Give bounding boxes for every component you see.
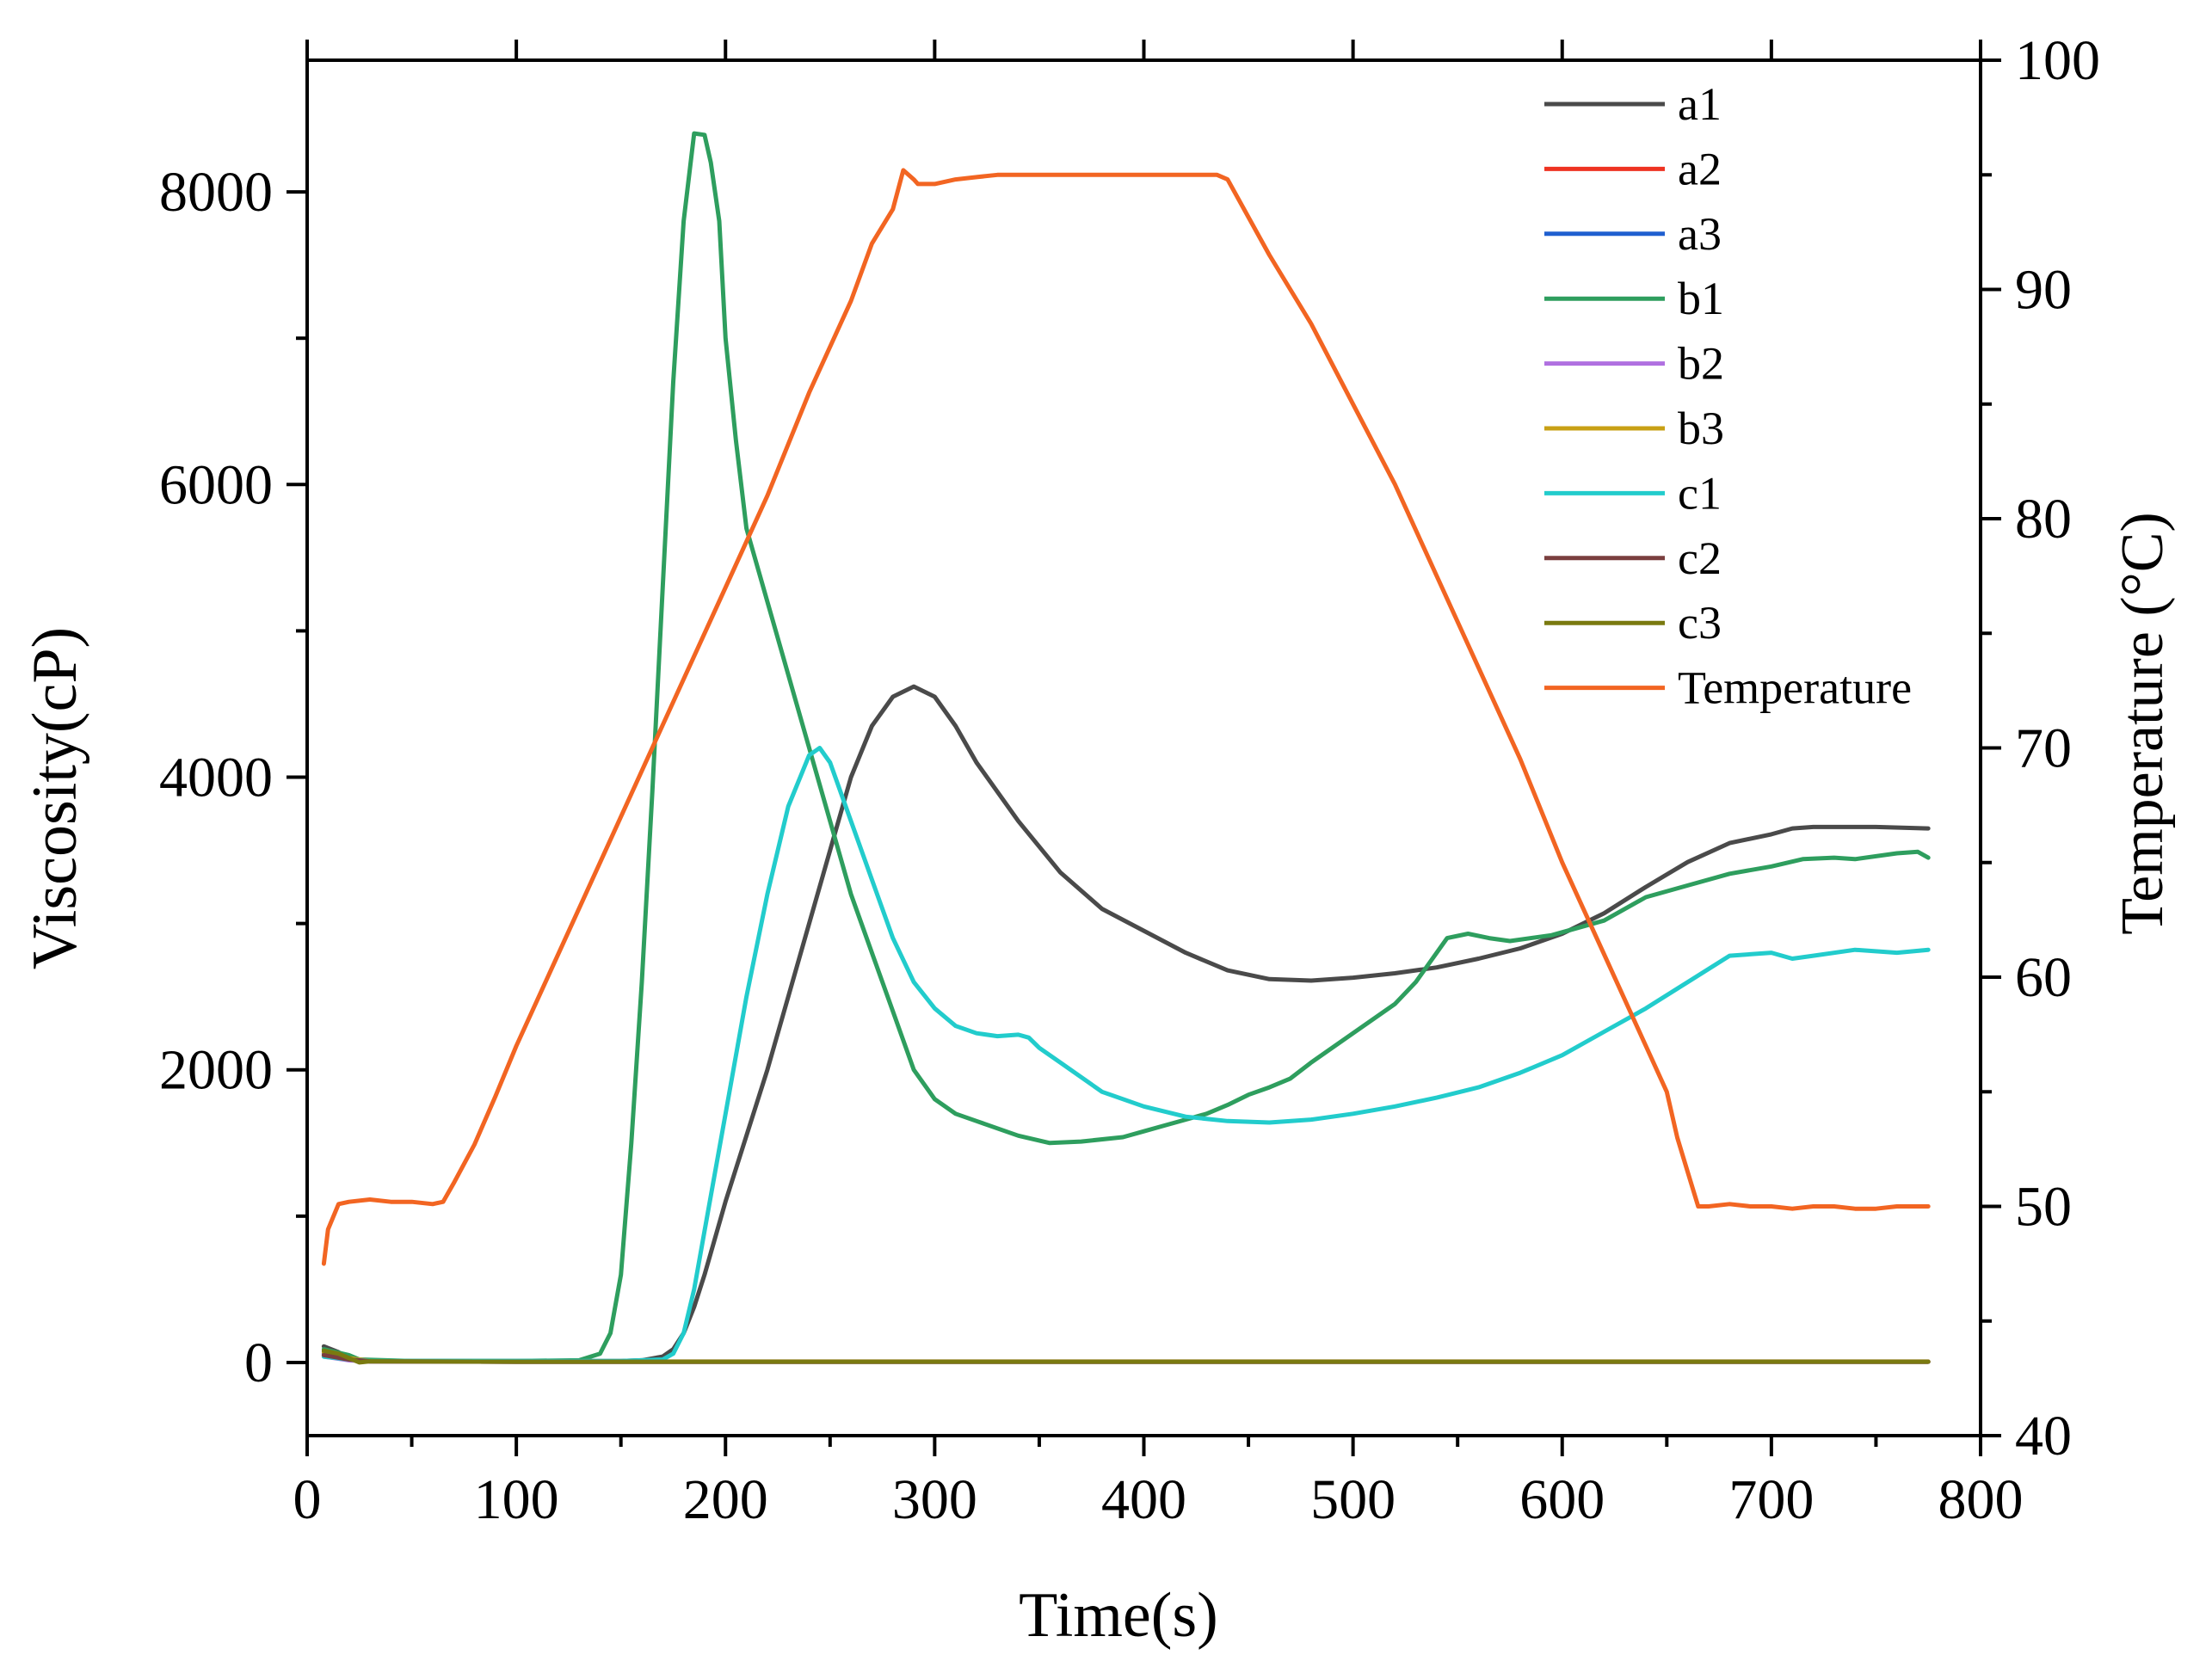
y2-tick-label: 70: [2015, 717, 2072, 780]
x-axis-ticks: 0 100 200 300 400 500 600 700 800: [293, 40, 2024, 1531]
y-tick-label: 8000: [159, 161, 273, 224]
y-tick-label: 6000: [159, 453, 273, 516]
legend: a1 a2 a3 b1 b2 b3 c1 c2 c3 Temperature: [1544, 78, 1912, 714]
legend-label-a3: a3: [1678, 208, 1722, 260]
y-axis-ticks: 0 2000 4000 6000 8000: [159, 161, 307, 1394]
y2-tick-label: 80: [2015, 488, 2072, 551]
y-tick-label: 0: [244, 1332, 273, 1394]
x-tick-label: 600: [1519, 1468, 1605, 1531]
y2-tick-label: 40: [2015, 1405, 2072, 1467]
x-tick-label: 0: [293, 1468, 322, 1531]
y2-axis-label: Temperature (°C): [2110, 512, 2176, 934]
y2-tick-label: 60: [2015, 946, 2072, 1009]
x-tick-label: 500: [1310, 1468, 1396, 1531]
legend-label-c1: c1: [1678, 467, 1722, 519]
x-tick-label: 200: [683, 1468, 768, 1531]
y2-tick-label: 90: [2015, 259, 2072, 322]
x-axis-label: Time(s): [1019, 1580, 1218, 1651]
legend-label-b3: b3: [1678, 403, 1724, 454]
legend-label-c3: c3: [1678, 597, 1722, 649]
legend-label-b1: b1: [1678, 273, 1724, 324]
legend-label-c2: c2: [1678, 532, 1722, 584]
legend-label-a2: a2: [1678, 143, 1722, 194]
x-tick-label: 300: [892, 1468, 977, 1531]
legend-label-temperature: Temperature: [1678, 662, 1912, 714]
x-tick-label: 100: [474, 1468, 559, 1531]
x-tick-label: 700: [1728, 1468, 1814, 1531]
legend-label-a1: a1: [1678, 78, 1722, 130]
x-tick-label: 800: [1938, 1468, 2024, 1531]
series-line-a1: [321, 684, 1931, 1363]
y-tick-label: 4000: [159, 747, 273, 809]
y2-tick-label: 100: [2015, 29, 2100, 92]
y-tick-label: 2000: [159, 1039, 273, 1102]
x-tick-label: 400: [1101, 1468, 1186, 1531]
series-line-b1: [321, 131, 1931, 1363]
series-line-temperature: [321, 168, 1931, 1266]
y2-axis-ticks: 40 50 60 70 80 90 100: [1981, 29, 2100, 1467]
y2-tick-label: 50: [2015, 1176, 2072, 1239]
series-layer: [321, 131, 1931, 1365]
series-line-c3: [321, 1348, 1931, 1365]
y-axis-label: Viscosity(cP): [20, 627, 90, 969]
legend-label-b2: b2: [1678, 338, 1724, 390]
